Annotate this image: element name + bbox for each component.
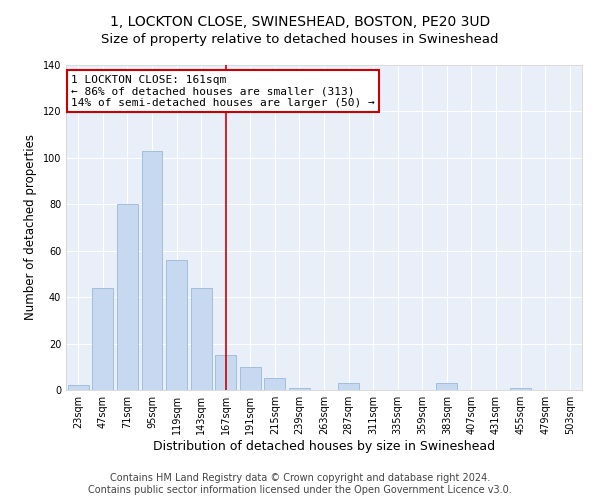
- Bar: [191, 288, 212, 390]
- Bar: [92, 288, 113, 390]
- Text: Contains HM Land Registry data © Crown copyright and database right 2024.
Contai: Contains HM Land Registry data © Crown c…: [88, 474, 512, 495]
- Bar: [436, 383, 457, 390]
- Bar: [338, 383, 359, 390]
- Bar: [117, 204, 138, 390]
- Bar: [68, 386, 89, 390]
- Bar: [510, 388, 531, 390]
- Text: 1, LOCKTON CLOSE, SWINESHEAD, BOSTON, PE20 3UD: 1, LOCKTON CLOSE, SWINESHEAD, BOSTON, PE…: [110, 15, 490, 29]
- Y-axis label: Number of detached properties: Number of detached properties: [24, 134, 37, 320]
- Bar: [289, 388, 310, 390]
- Bar: [142, 151, 163, 390]
- X-axis label: Distribution of detached houses by size in Swineshead: Distribution of detached houses by size …: [153, 440, 495, 453]
- Bar: [166, 260, 187, 390]
- Bar: [215, 355, 236, 390]
- Bar: [240, 367, 261, 390]
- Bar: [265, 378, 286, 390]
- Text: Size of property relative to detached houses in Swineshead: Size of property relative to detached ho…: [101, 32, 499, 46]
- Text: 1 LOCKTON CLOSE: 161sqm
← 86% of detached houses are smaller (313)
14% of semi-d: 1 LOCKTON CLOSE: 161sqm ← 86% of detache…: [71, 74, 375, 108]
